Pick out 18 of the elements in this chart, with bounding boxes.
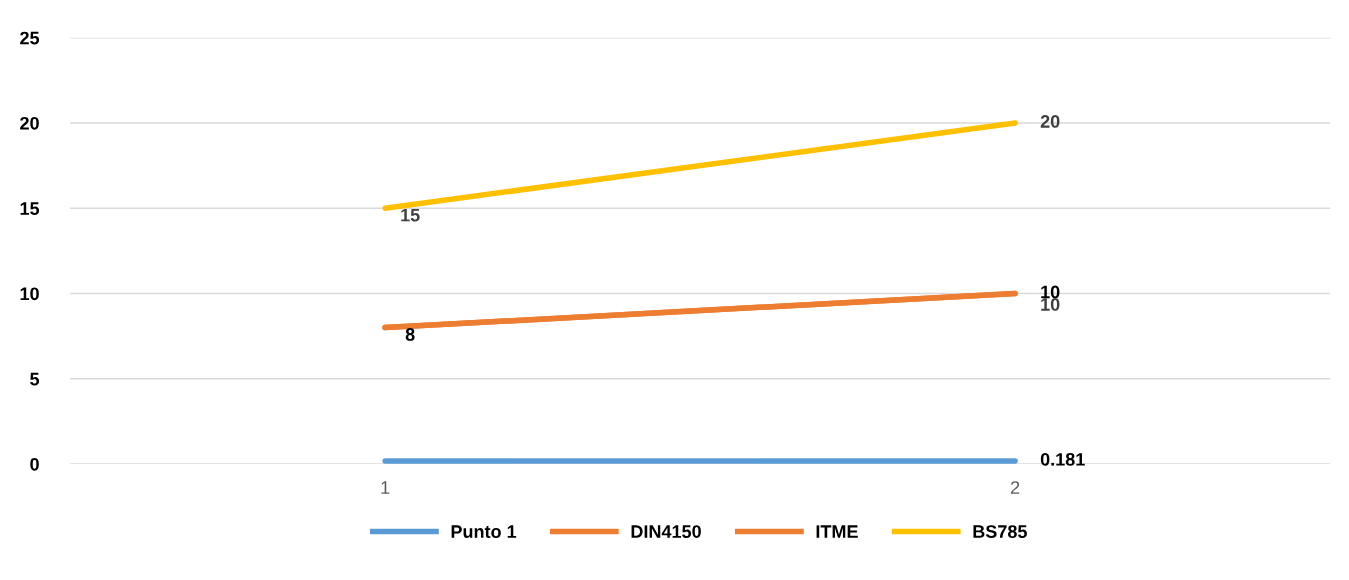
data-label: 8 (405, 328, 415, 341)
y-tick-label: 15 (20, 202, 40, 215)
data-label: 10 (1041, 298, 1060, 311)
y-tick-label: 25 (20, 31, 40, 45)
legend-label: BS785 (973, 525, 1027, 538)
legend-label: ITME (816, 525, 858, 538)
data-label: 10 (1041, 285, 1060, 299)
y-tick-label: 5 (30, 372, 40, 386)
x-tick-label: 1 (381, 481, 390, 494)
y-tick-label: 10 (20, 287, 39, 301)
y-tick-label: 20 (20, 116, 39, 130)
x-tick-label: 2 (1011, 481, 1020, 494)
data-label: 20 (1040, 115, 1060, 128)
legend-label: DIN4150 (631, 525, 701, 538)
legend-label: Punto 1 (451, 525, 517, 538)
data-label: 15 (401, 208, 420, 222)
y-tick-label: 0 (30, 457, 39, 471)
data-label: 0.181 (1040, 452, 1085, 466)
